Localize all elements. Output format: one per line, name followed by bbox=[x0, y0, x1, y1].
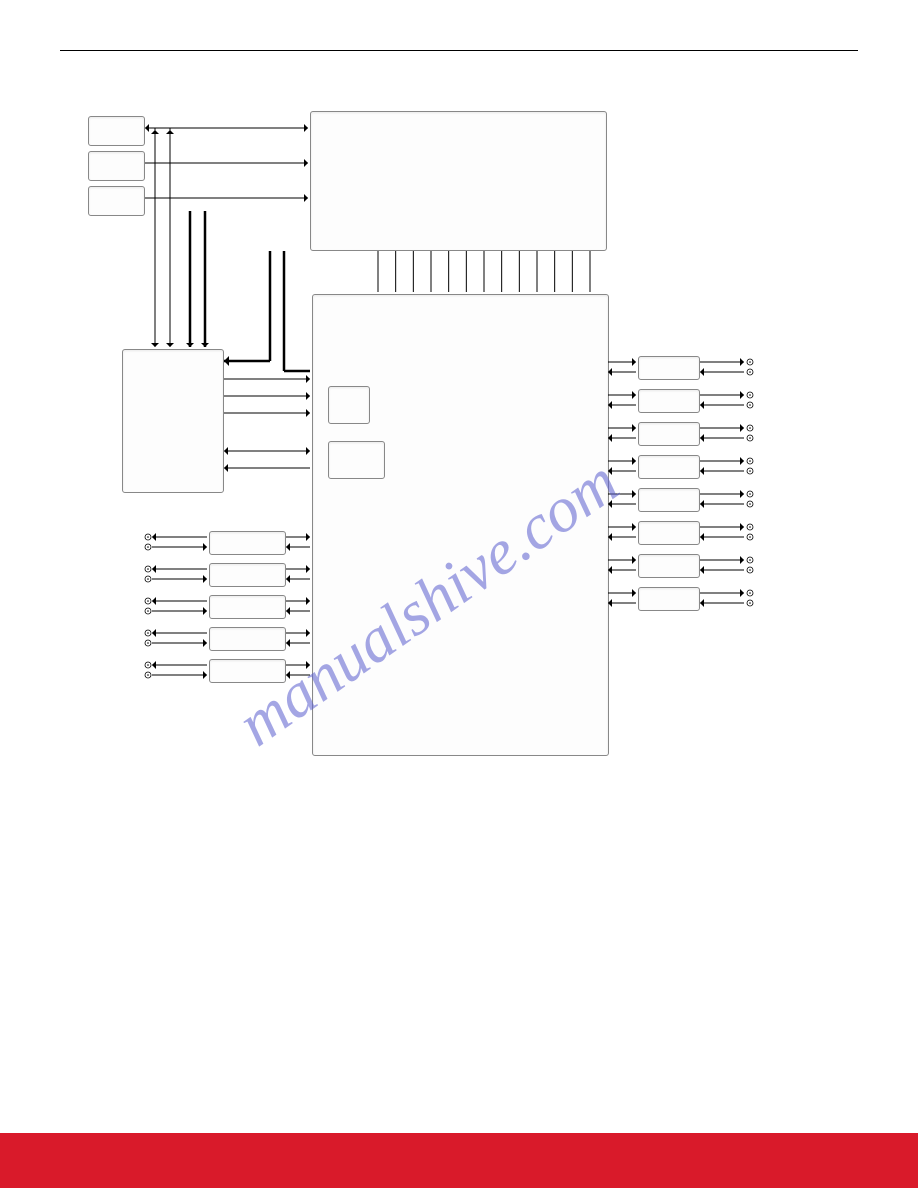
footer-bar bbox=[0, 1133, 918, 1188]
diagram-wires bbox=[60, 111, 840, 791]
top-rule bbox=[60, 50, 858, 51]
block-diagram bbox=[60, 111, 840, 791]
